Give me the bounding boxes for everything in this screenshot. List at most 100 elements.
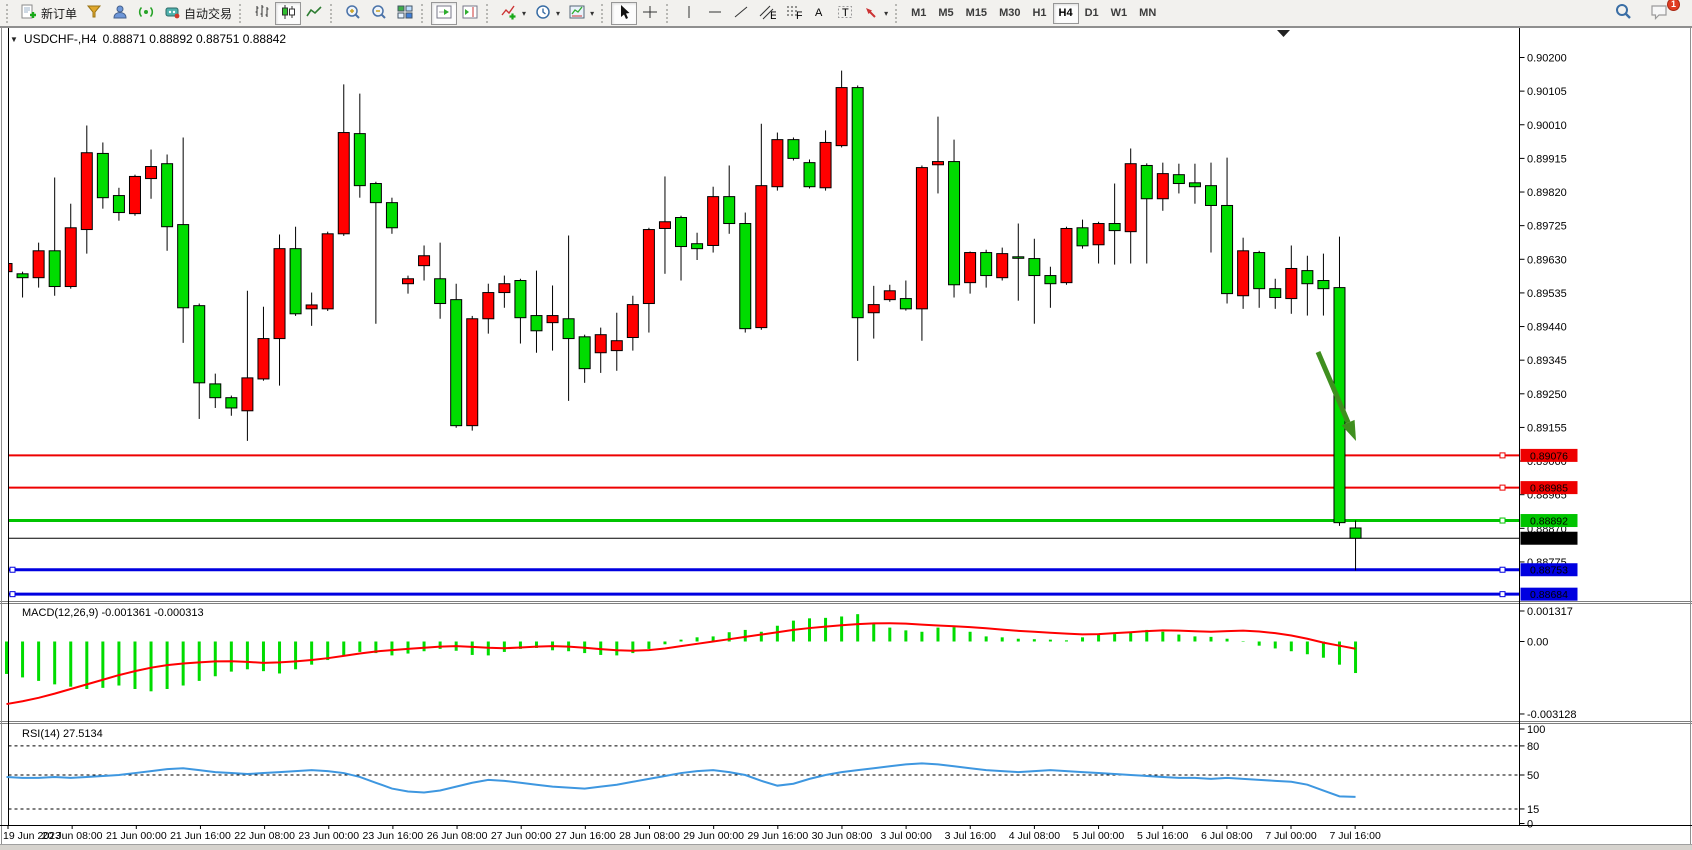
timeframe-button-M15[interactable]: M15 — [960, 3, 993, 24]
zoom-out-button[interactable] — [366, 2, 392, 25]
candlestick-chart-button[interactable] — [275, 1, 302, 25]
hline-anchor[interactable] — [1499, 484, 1506, 491]
time-axis-label: 7 Jul 16:00 — [1329, 830, 1381, 842]
line-chart-icon — [305, 4, 323, 23]
candle-body — [883, 290, 896, 301]
templates-button[interactable]: ▾ — [564, 2, 598, 25]
time-axis-label: 23 Jun 00:00 — [298, 830, 359, 842]
candle-body — [482, 292, 495, 320]
timeframe-button-H4[interactable]: H4 — [1052, 2, 1079, 24]
notifications-button[interactable]: 1 — [1646, 0, 1680, 25]
text-button[interactable]: A — [806, 2, 832, 25]
rsi-axis-label: 15 — [1527, 804, 1539, 816]
svg-text:0.88684: 0.88684 — [1530, 589, 1568, 601]
toolbar-drag-handle[interactable] — [486, 3, 492, 23]
trendline-button[interactable] — [728, 2, 754, 25]
timeframe-button-D1[interactable]: D1 — [1079, 3, 1105, 24]
hline-anchor[interactable] — [9, 566, 16, 573]
chart-shift-button[interactable] — [457, 2, 483, 25]
svg-text:A: A — [815, 7, 823, 19]
toolbar-drag-handle[interactable] — [330, 3, 336, 23]
candle-body — [546, 315, 559, 324]
search-button[interactable] — [1610, 2, 1636, 25]
indicators-button[interactable]: ▾ — [496, 2, 530, 25]
toolbar-drag-handle[interactable] — [6, 3, 12, 23]
toolbar-right: 1 — [1610, 0, 1680, 25]
text-label-button[interactable]: T — [832, 2, 858, 25]
chevron-down-icon: ▾ — [590, 8, 595, 18]
announcement-button[interactable] — [81, 2, 107, 25]
candle-body — [996, 253, 1009, 279]
zoom-in-button[interactable] — [340, 2, 366, 25]
time-axis-label: 23 Jun 16:00 — [363, 830, 424, 842]
timeframe-button-H1[interactable]: H1 — [1026, 3, 1052, 24]
candle-body — [1012, 256, 1025, 259]
candle-body — [16, 273, 29, 279]
tile-windows-button[interactable] — [392, 2, 418, 25]
timeframe-button-W1[interactable]: W1 — [1105, 3, 1134, 24]
time-axis-label: 22 Jun 08:00 — [234, 830, 295, 842]
hline-anchor[interactable] — [9, 591, 16, 598]
candle-body — [642, 229, 655, 305]
new-order-button[interactable]: 新订单 — [16, 2, 81, 25]
candle-body — [112, 195, 125, 214]
timeframe-button-M5[interactable]: M5 — [932, 3, 959, 24]
line-chart-button[interactable] — [301, 2, 327, 25]
chart-menu-icon[interactable]: ▼ — [10, 34, 18, 44]
arrow-annotation[interactable] — [1315, 351, 1356, 441]
equidistant-channel-button[interactable]: E — [754, 2, 780, 25]
candle-body — [1092, 223, 1105, 246]
arrows-tool-button[interactable]: ▾ — [858, 2, 892, 25]
periods-button[interactable]: ▾ — [530, 2, 564, 25]
cursor-button[interactable] — [611, 1, 638, 25]
bar-chart-button[interactable] — [249, 2, 275, 25]
auto-trading-button[interactable]: 自动交易 — [159, 2, 236, 25]
toolbar-drag-handle[interactable] — [239, 3, 245, 23]
auto-scroll-button[interactable] — [431, 1, 458, 25]
timeframe-button-MN[interactable]: MN — [1133, 3, 1162, 24]
trendline-icon — [732, 4, 750, 23]
chart-symbol-period: USDCHF-,H4 — [23, 32, 97, 46]
candle-body — [418, 255, 431, 267]
signals-button[interactable] — [133, 2, 159, 25]
toolbar-drag-handle[interactable] — [601, 3, 607, 23]
candle-body — [964, 252, 977, 284]
fibonacci-button[interactable]: F — [780, 2, 806, 25]
toolbar-drag-handle[interactable] — [666, 3, 672, 23]
time-axis-label: 26 Jun 08:00 — [427, 830, 488, 842]
candle-body — [1060, 227, 1073, 284]
tile-windows-icon — [396, 4, 414, 23]
candle-body — [321, 233, 334, 310]
notification-count-badge: 1 — [1667, 0, 1680, 11]
chevron-down-icon: ▾ — [522, 8, 527, 18]
arrows-icon — [862, 4, 880, 23]
toolbar-drag-handle[interactable] — [895, 3, 901, 23]
chart-shift-marker[interactable] — [1277, 30, 1290, 37]
candle-body — [1076, 227, 1089, 247]
profile-button[interactable] — [107, 2, 133, 25]
crosshair-button[interactable] — [637, 2, 663, 25]
candle-body — [819, 141, 832, 189]
candle-body — [1188, 182, 1201, 188]
vertical-line-button[interactable] — [676, 2, 702, 25]
candle-body — [1108, 223, 1121, 232]
hline-anchor[interactable] — [1499, 591, 1506, 598]
candle-body — [1237, 250, 1250, 297]
frame-layer — [0, 27, 1692, 850]
chart-canvas[interactable]: 0.90200 0.90105 0.90010 0.89915 0.89820 0.897… — [0, 27, 1692, 850]
fibonacci-icon: F — [784, 4, 803, 23]
indicators-icon — [500, 4, 518, 23]
toolbar-drag-handle[interactable] — [421, 3, 427, 23]
candle-body — [1269, 288, 1282, 299]
hline-anchor[interactable] — [1499, 517, 1506, 524]
timeframe-button-M30[interactable]: M30 — [993, 3, 1026, 24]
rsi-line — [6, 762, 1356, 798]
candle-body — [514, 280, 527, 319]
hline-anchor[interactable] — [1499, 566, 1506, 573]
timeframe-button-M1[interactable]: M1 — [905, 3, 932, 24]
hline-anchor[interactable] — [1499, 452, 1506, 459]
candle-body — [594, 334, 607, 354]
candle-body — [48, 250, 61, 288]
horizontal-line-button[interactable] — [702, 2, 728, 25]
